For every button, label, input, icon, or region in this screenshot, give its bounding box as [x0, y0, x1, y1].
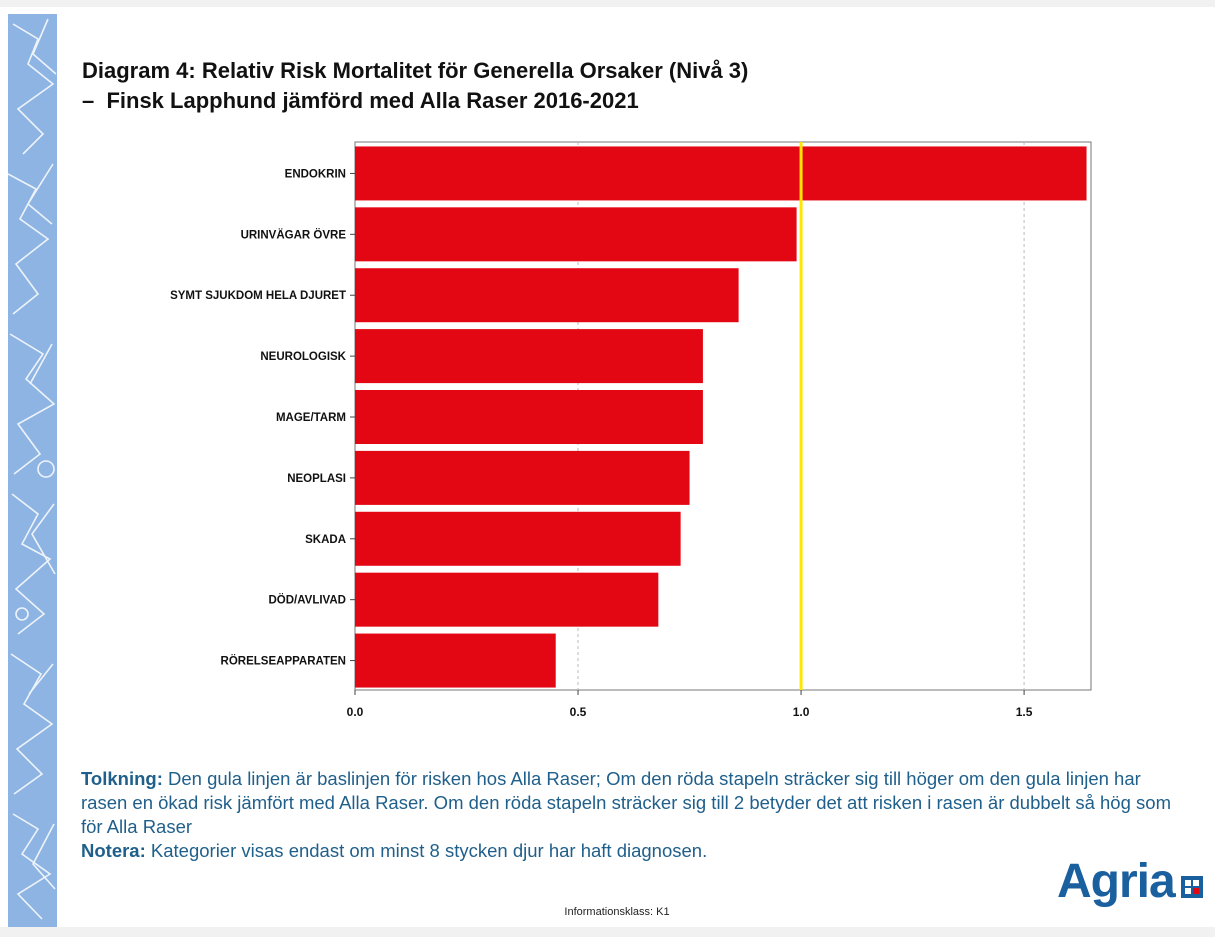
y-tick-label: ENDOKRIN [285, 168, 346, 180]
pattern-graphic [8, 18, 57, 920]
y-tick-label: NEOPLASI [287, 473, 346, 485]
bar [355, 390, 703, 444]
logo-wordmark: Agria [1057, 855, 1176, 908]
bar [355, 633, 556, 688]
tolkning-paragraph: Tolkning: Den gula linjen är baslinjen f… [81, 767, 1181, 839]
notes-block: Tolkning: Den gula linjen är baslinjen f… [81, 767, 1181, 863]
logo-mark-icon [1180, 876, 1203, 898]
y-tick-label: RÖRELSEAPPARATEN [221, 655, 346, 668]
x-tick-label: 0.0 [347, 705, 364, 719]
bar [355, 450, 690, 505]
tolkning-label: Tolkning: [81, 768, 163, 789]
bottom-strip [0, 927, 1215, 937]
y-tick-label: NEUROLOGISK [260, 351, 346, 363]
bar [355, 511, 681, 566]
decorative-side-band [8, 14, 57, 927]
y-tick-label: MAGE/TARM [276, 412, 346, 424]
y-tick-label: URINVÄGAR ÖVRE [241, 228, 347, 241]
notera-label: Notera: [81, 840, 146, 861]
x-tick-label: 1.5 [1016, 705, 1033, 719]
x-tick-label: 1.0 [793, 705, 810, 719]
bar [355, 146, 1087, 201]
title-line-1: Diagram 4: Relativ Risk Mortalitet för G… [82, 58, 749, 83]
bar [355, 268, 739, 323]
notera-paragraph: Notera: Kategorier visas endast om minst… [81, 839, 1181, 863]
bar [355, 572, 659, 627]
bar [355, 207, 797, 262]
bar-chart: ENDOKRIN URINVÄGAR ÖVRE SYMT SJUKDOM HELA … [170, 141, 1092, 719]
tolkning-text: Den gula linjen är baslinjen för risken … [81, 768, 1171, 837]
chart-title: Diagram 4: Relativ Risk Mortalitet för G… [82, 56, 1182, 116]
title-line-2: – Finsk Lapphund jämförd med Alla Raser … [82, 88, 639, 113]
y-tick-label: SYMT SJUKDOM HELA DJURET [170, 290, 346, 302]
x-tick-label: 0.5 [570, 705, 587, 719]
bar [355, 329, 703, 384]
classification-footer: Informationsklass: K1 [564, 906, 670, 918]
y-tick-label: SKADA [305, 534, 346, 546]
agria-logo: Agria [1057, 852, 1203, 912]
notera-text: Kategorier visas endast om minst 8 styck… [145, 840, 708, 861]
top-strip [0, 0, 1215, 7]
y-tick-label: DÖD/AVLIVAD [268, 594, 346, 607]
